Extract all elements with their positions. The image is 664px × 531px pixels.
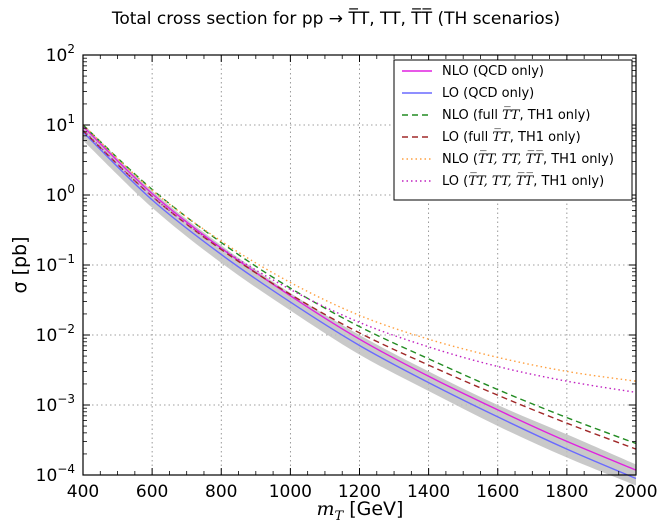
x-axis-label-symbol: m bbox=[317, 498, 335, 520]
x-tick-label: 2000 bbox=[614, 482, 657, 502]
legend-entry-4: LO (full T̅T, TH1 only) bbox=[442, 129, 581, 145]
y-axis-label: σ [pb] bbox=[9, 236, 31, 293]
x-tick-label: 1800 bbox=[545, 482, 588, 502]
legend: NLO (QCD only) LO (QCD only) NLO (full T̅T… bbox=[393, 59, 633, 201]
legend-entry-3: NLO (full T̅T, TH1 only) bbox=[442, 107, 590, 123]
x-tick-label: 1400 bbox=[407, 482, 450, 502]
legend-entry-2: LO (QCD only) bbox=[442, 86, 534, 101]
legend-entry-5: NLO (T̅T, TT, T̅T̅, TH1 only) bbox=[442, 151, 614, 167]
y-tick-label: 10−2 bbox=[36, 322, 75, 346]
legend-entry-6: LO (T̅T, TT, T̅T̅, TH1 only) bbox=[442, 173, 604, 189]
legend-entry-1: NLO (QCD only) bbox=[442, 64, 544, 79]
series-line-6 bbox=[82, 129, 637, 394]
x-axis-label: mT [GeV] bbox=[317, 498, 404, 524]
y-tick-label: 102 bbox=[46, 42, 75, 66]
chart-title: Total cross section for pp → T̅T, TT, T̅… bbox=[111, 7, 560, 29]
x-tick-label: 1600 bbox=[476, 482, 519, 502]
series-line-2 bbox=[82, 131, 637, 480]
x-tick-label: 600 bbox=[136, 482, 168, 502]
x-tick-label: 1000 bbox=[269, 482, 312, 502]
y-tick-label: 10−1 bbox=[36, 252, 75, 276]
x-tick-label: 1200 bbox=[338, 482, 381, 502]
x-axis-label-subscript: T bbox=[335, 509, 345, 524]
svg-text:mT[GeV]: mT [GeV] bbox=[317, 498, 404, 524]
series-line-5 bbox=[82, 124, 637, 382]
x-axis-label-unit: [GeV] bbox=[349, 498, 403, 520]
uncertainty-band bbox=[83, 123, 636, 486]
uncertainty-band-layer bbox=[83, 123, 636, 486]
series-layer bbox=[82, 124, 637, 480]
series-line-4 bbox=[82, 130, 637, 450]
series-line-1 bbox=[82, 125, 637, 471]
y-tick-label: 10−4 bbox=[36, 462, 75, 486]
y-tick-label: 100 bbox=[46, 182, 75, 206]
y-tick-label: 101 bbox=[46, 112, 75, 136]
legend-box bbox=[393, 59, 633, 201]
y-tick-label: 10−3 bbox=[36, 392, 75, 416]
x-tick-label: 400 bbox=[67, 482, 99, 502]
y-axis-ticks: 10−4 10−3 10−2 10−1 100 101 102 bbox=[36, 42, 636, 486]
x-tick-label: 800 bbox=[205, 482, 237, 502]
